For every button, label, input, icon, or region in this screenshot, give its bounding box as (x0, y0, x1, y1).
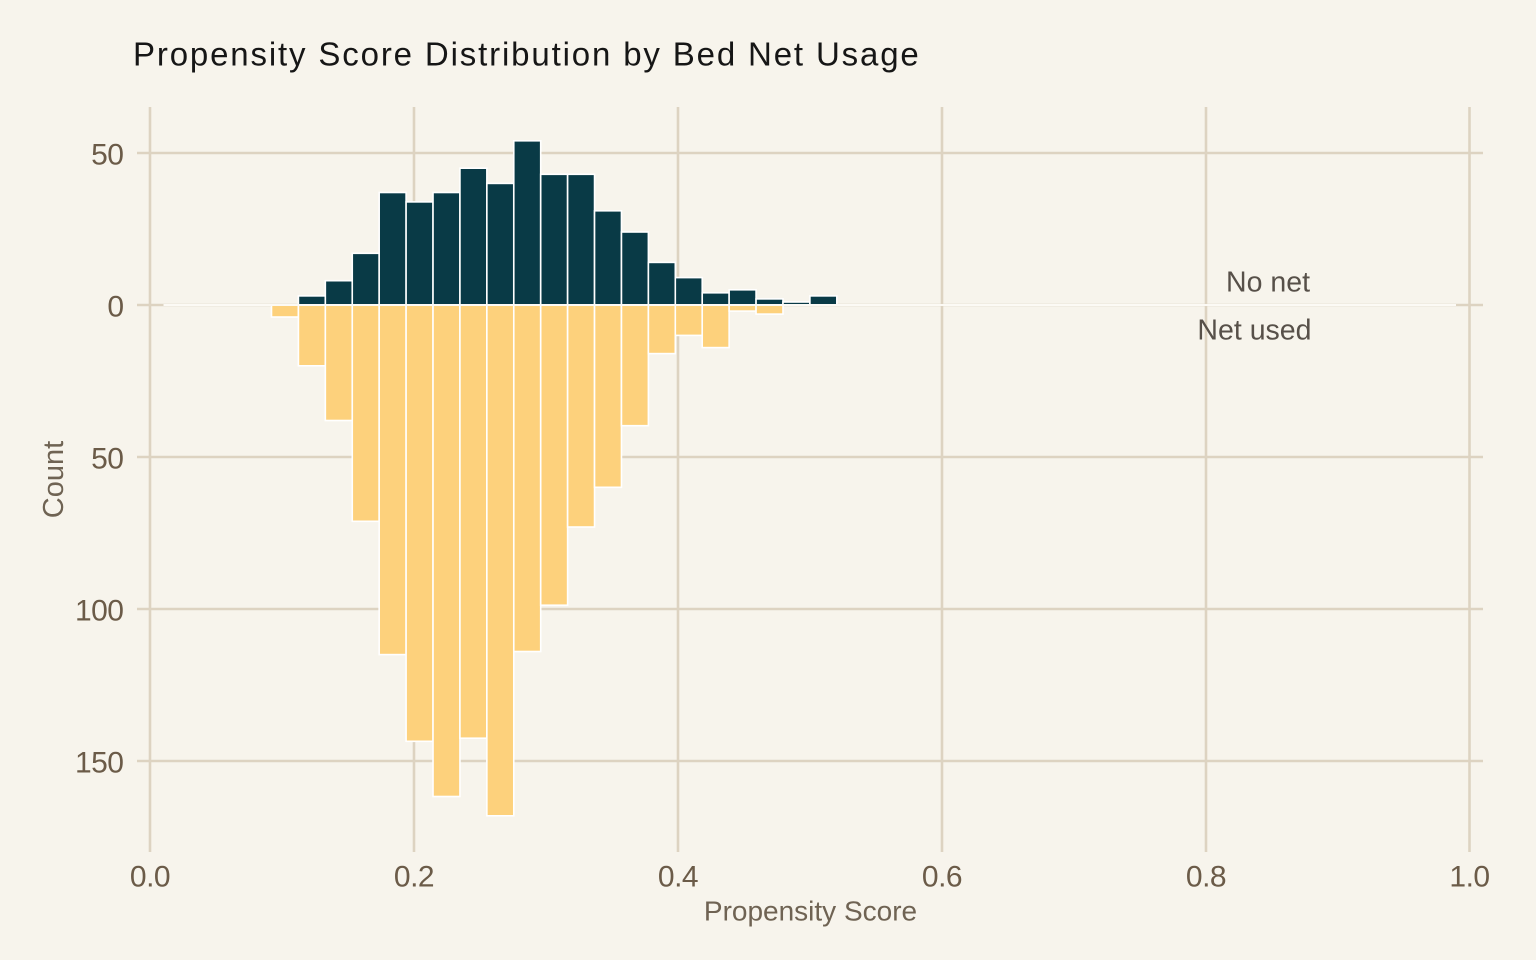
svg-text:0.4: 0.4 (658, 861, 698, 894)
svg-text:0.6: 0.6 (922, 861, 962, 894)
svg-text:Count: Count (38, 441, 70, 518)
svg-text:0.0: 0.0 (130, 861, 170, 894)
svg-text:150: 150 (75, 746, 124, 779)
svg-text:1.0: 1.0 (1449, 861, 1489, 894)
svg-text:50: 50 (91, 138, 123, 171)
svg-text:0.8: 0.8 (1186, 861, 1226, 894)
svg-text:Propensity Score: Propensity Score (704, 896, 917, 927)
svg-text:50: 50 (91, 442, 123, 475)
svg-text:No net: No net (1226, 267, 1310, 299)
svg-text:Propensity Score Distribution: Propensity Score Distribution by Bed Net… (133, 36, 921, 73)
svg-text:100: 100 (75, 594, 124, 627)
svg-text:Net used: Net used (1197, 315, 1311, 347)
svg-text:0.2: 0.2 (394, 861, 434, 894)
svg-text:0: 0 (107, 290, 123, 323)
